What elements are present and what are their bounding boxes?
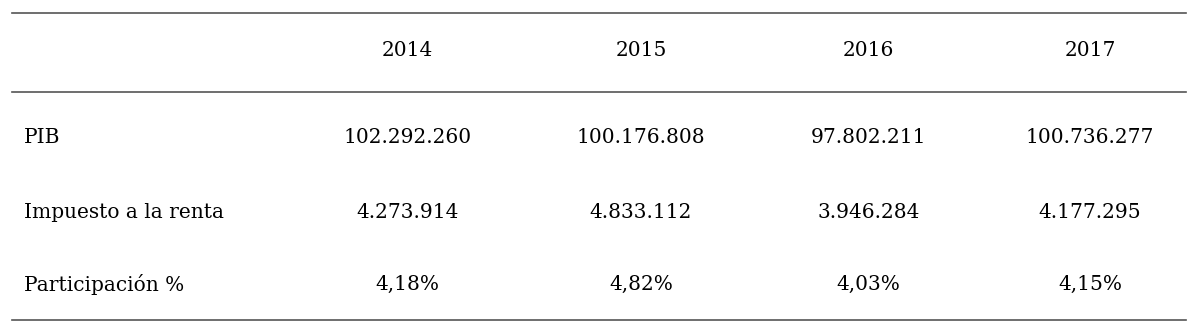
Text: 4.833.112: 4.833.112 (589, 203, 692, 222)
Text: 4,15%: 4,15% (1058, 275, 1123, 294)
Text: 4,18%: 4,18% (375, 275, 440, 294)
Text: 2014: 2014 (382, 41, 432, 60)
Text: Impuesto a la renta: Impuesto a la renta (24, 203, 224, 222)
Text: 2015: 2015 (616, 41, 666, 60)
Text: 100.176.808: 100.176.808 (576, 128, 706, 147)
Text: 97.802.211: 97.802.211 (811, 128, 926, 147)
Text: Participación %: Participación % (24, 274, 184, 295)
Text: 4.177.295: 4.177.295 (1039, 203, 1142, 222)
Text: 102.292.260: 102.292.260 (344, 128, 471, 147)
Text: PIB: PIB (24, 128, 60, 147)
Text: 100.736.277: 100.736.277 (1025, 128, 1155, 147)
Text: 2016: 2016 (843, 41, 894, 60)
Text: 4.273.914: 4.273.914 (356, 203, 459, 222)
Text: 4,82%: 4,82% (609, 275, 673, 294)
Text: 3.946.284: 3.946.284 (817, 203, 920, 222)
Text: 2017: 2017 (1065, 41, 1115, 60)
Text: 4,03%: 4,03% (836, 275, 901, 294)
